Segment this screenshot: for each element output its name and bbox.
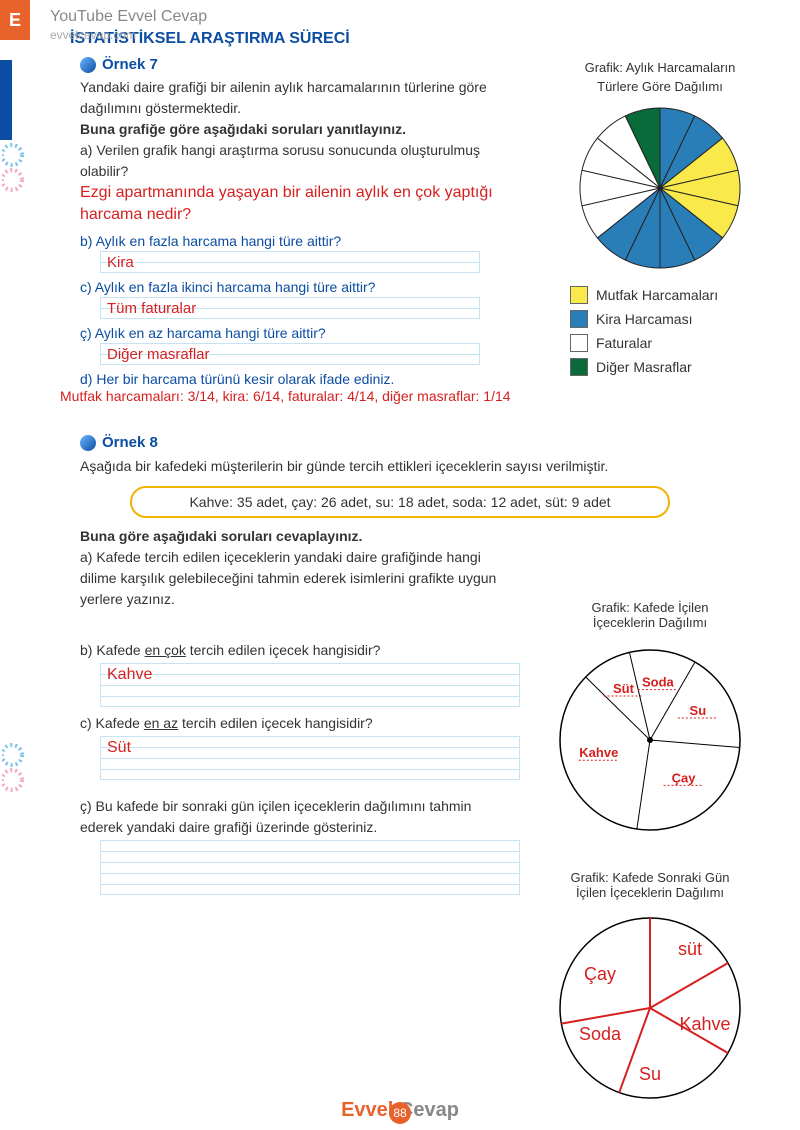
svg-text:Süt: Süt	[613, 681, 635, 696]
gear-deco-icon	[2, 140, 32, 200]
pie1-container: Grafik: Aylık Harcamaların Türlere Göre …	[550, 60, 770, 281]
ex8-ans-cc-box	[100, 840, 520, 895]
pie1-title-l1: Grafik: Aylık Harcamaların	[550, 60, 770, 75]
legend-swatch	[570, 310, 588, 328]
pie2-title-l2: İçeceklerin Dağılımı	[530, 615, 770, 630]
ex7-ans-a: Ezgi apartmanında yaşayan bir ailenin ay…	[80, 182, 510, 227]
page-title: İSTATİSTİKSEL ARAŞTIRMA SÜRECİ	[70, 30, 770, 48]
pie3-title-l2: İçilen İçeceklerin Dağılımı	[530, 885, 770, 900]
pie3-title-l1: Grafik: Kafede Sonraki Gün	[530, 870, 770, 885]
droplet-icon	[80, 435, 96, 451]
ex8-ans-b: Kahve	[100, 663, 520, 707]
ex8-qc-u: en az	[144, 715, 178, 731]
ex7-qa: a) Verilen grafik hangi araştırma sorusu…	[80, 140, 520, 182]
ex8-qc-post: tercih edilen içecek hangisidir?	[178, 715, 373, 731]
unit-tab: E	[0, 0, 30, 40]
legend-swatch	[570, 334, 588, 352]
ex8-qcc: ç) Bu kafede bir sonraki gün içilen içec…	[80, 796, 510, 838]
legend-row: Faturalar	[570, 334, 770, 352]
pie1-legend: Mutfak Harcamaları Kira Harcaması Faturala…	[570, 280, 770, 382]
ex7-ans-b: Kira	[100, 251, 480, 273]
page-number: 88	[389, 1102, 411, 1124]
legend-label: Faturalar	[596, 335, 652, 351]
svg-text:Kahve: Kahve	[679, 1014, 730, 1034]
pie2-container: Grafik: Kafede İçilen İçeceklerin Dağılı…	[530, 600, 770, 843]
ex8-qb-pre: b) Kafede	[80, 642, 145, 658]
ex8-qc: c) Kafede en az tercih edilen içecek han…	[80, 713, 520, 734]
ex8-qb: b) Kafede en çok tercih edilen içecek ha…	[80, 640, 520, 661]
ex7-intro: Yandaki daire grafiği bir ailenin aylık …	[80, 77, 520, 119]
svg-text:Çay: Çay	[672, 770, 697, 785]
legend-label: Mutfak Harcamaları	[596, 287, 718, 303]
ex7-instruction: Buna grafiğe göre aşağıdaki soruları yan…	[80, 119, 520, 140]
pie3-chart: süt Çay Soda Su Kahve	[540, 900, 760, 1110]
legend-swatch	[570, 358, 588, 376]
svg-text:Kahve: Kahve	[579, 745, 618, 760]
pie1-title-l2: Türlere Göre Dağılımı	[550, 79, 770, 94]
ex8-qb-u: en çok	[145, 642, 186, 658]
example8-heading: Örnek 8	[80, 434, 770, 451]
legend-label: Kira Harcaması	[596, 311, 692, 327]
ex8-qb-post: tercih edilen içecek hangisidir?	[186, 642, 381, 658]
svg-text:Soda: Soda	[579, 1024, 622, 1044]
legend-row: Mutfak Harcamaları	[570, 286, 770, 304]
watermark-youtube: YouTube Evvel Cevap	[50, 8, 207, 26]
watermark-url: evvelcevap.com	[50, 28, 136, 42]
legend-swatch	[570, 286, 588, 304]
droplet-icon	[80, 57, 96, 73]
svg-text:Su: Su	[690, 703, 707, 718]
svg-text:Su: Su	[639, 1064, 661, 1084]
svg-text:Çay: Çay	[584, 964, 616, 984]
ex8-intro: Aşağıda bir kafedeki müşterilerin bir gü…	[80, 455, 750, 477]
ex7-ans-d: Mutfak harcamaları: 3/14, kira: 6/14, fa…	[60, 387, 770, 407]
legend-row: Diğer Masraflar	[570, 358, 770, 376]
example7-label: Örnek 7	[102, 56, 158, 73]
ex8-instruction: Buna göre aşağıdaki soruları cevaplayını…	[80, 526, 510, 547]
gear-deco-icon	[2, 740, 32, 800]
ex8-qc-pre: c) Kafede	[80, 715, 144, 731]
ex8-qa: a) Kafede tercih edilen içeceklerin yand…	[80, 547, 510, 610]
side-blue-tab	[0, 60, 12, 140]
pie3-container: Grafik: Kafede Sonraki Gün İçilen İçecek…	[530, 870, 770, 1113]
ex8-ans-c: Süt	[100, 736, 520, 780]
ex8-data-pill: Kahve: 35 adet, çay: 26 adet, su: 18 ade…	[130, 486, 670, 518]
pie2-chart: Su Çay Kahve Süt Soda	[540, 630, 760, 840]
pie2-title-l1: Grafik: Kafede İçilen	[530, 600, 770, 615]
example8-label: Örnek 8	[102, 434, 158, 451]
svg-text:Soda: Soda	[642, 675, 675, 690]
ex7-ans-cc: Diğer masraflar	[100, 343, 480, 365]
legend-label: Diğer Masraflar	[596, 359, 692, 375]
footer-brand1: Evvel	[341, 1099, 393, 1121]
legend-row: Kira Harcaması	[570, 310, 770, 328]
svg-text:süt: süt	[678, 939, 702, 959]
ex7-ans-c: Tüm faturalar	[100, 297, 480, 319]
pie1-chart	[570, 98, 750, 278]
